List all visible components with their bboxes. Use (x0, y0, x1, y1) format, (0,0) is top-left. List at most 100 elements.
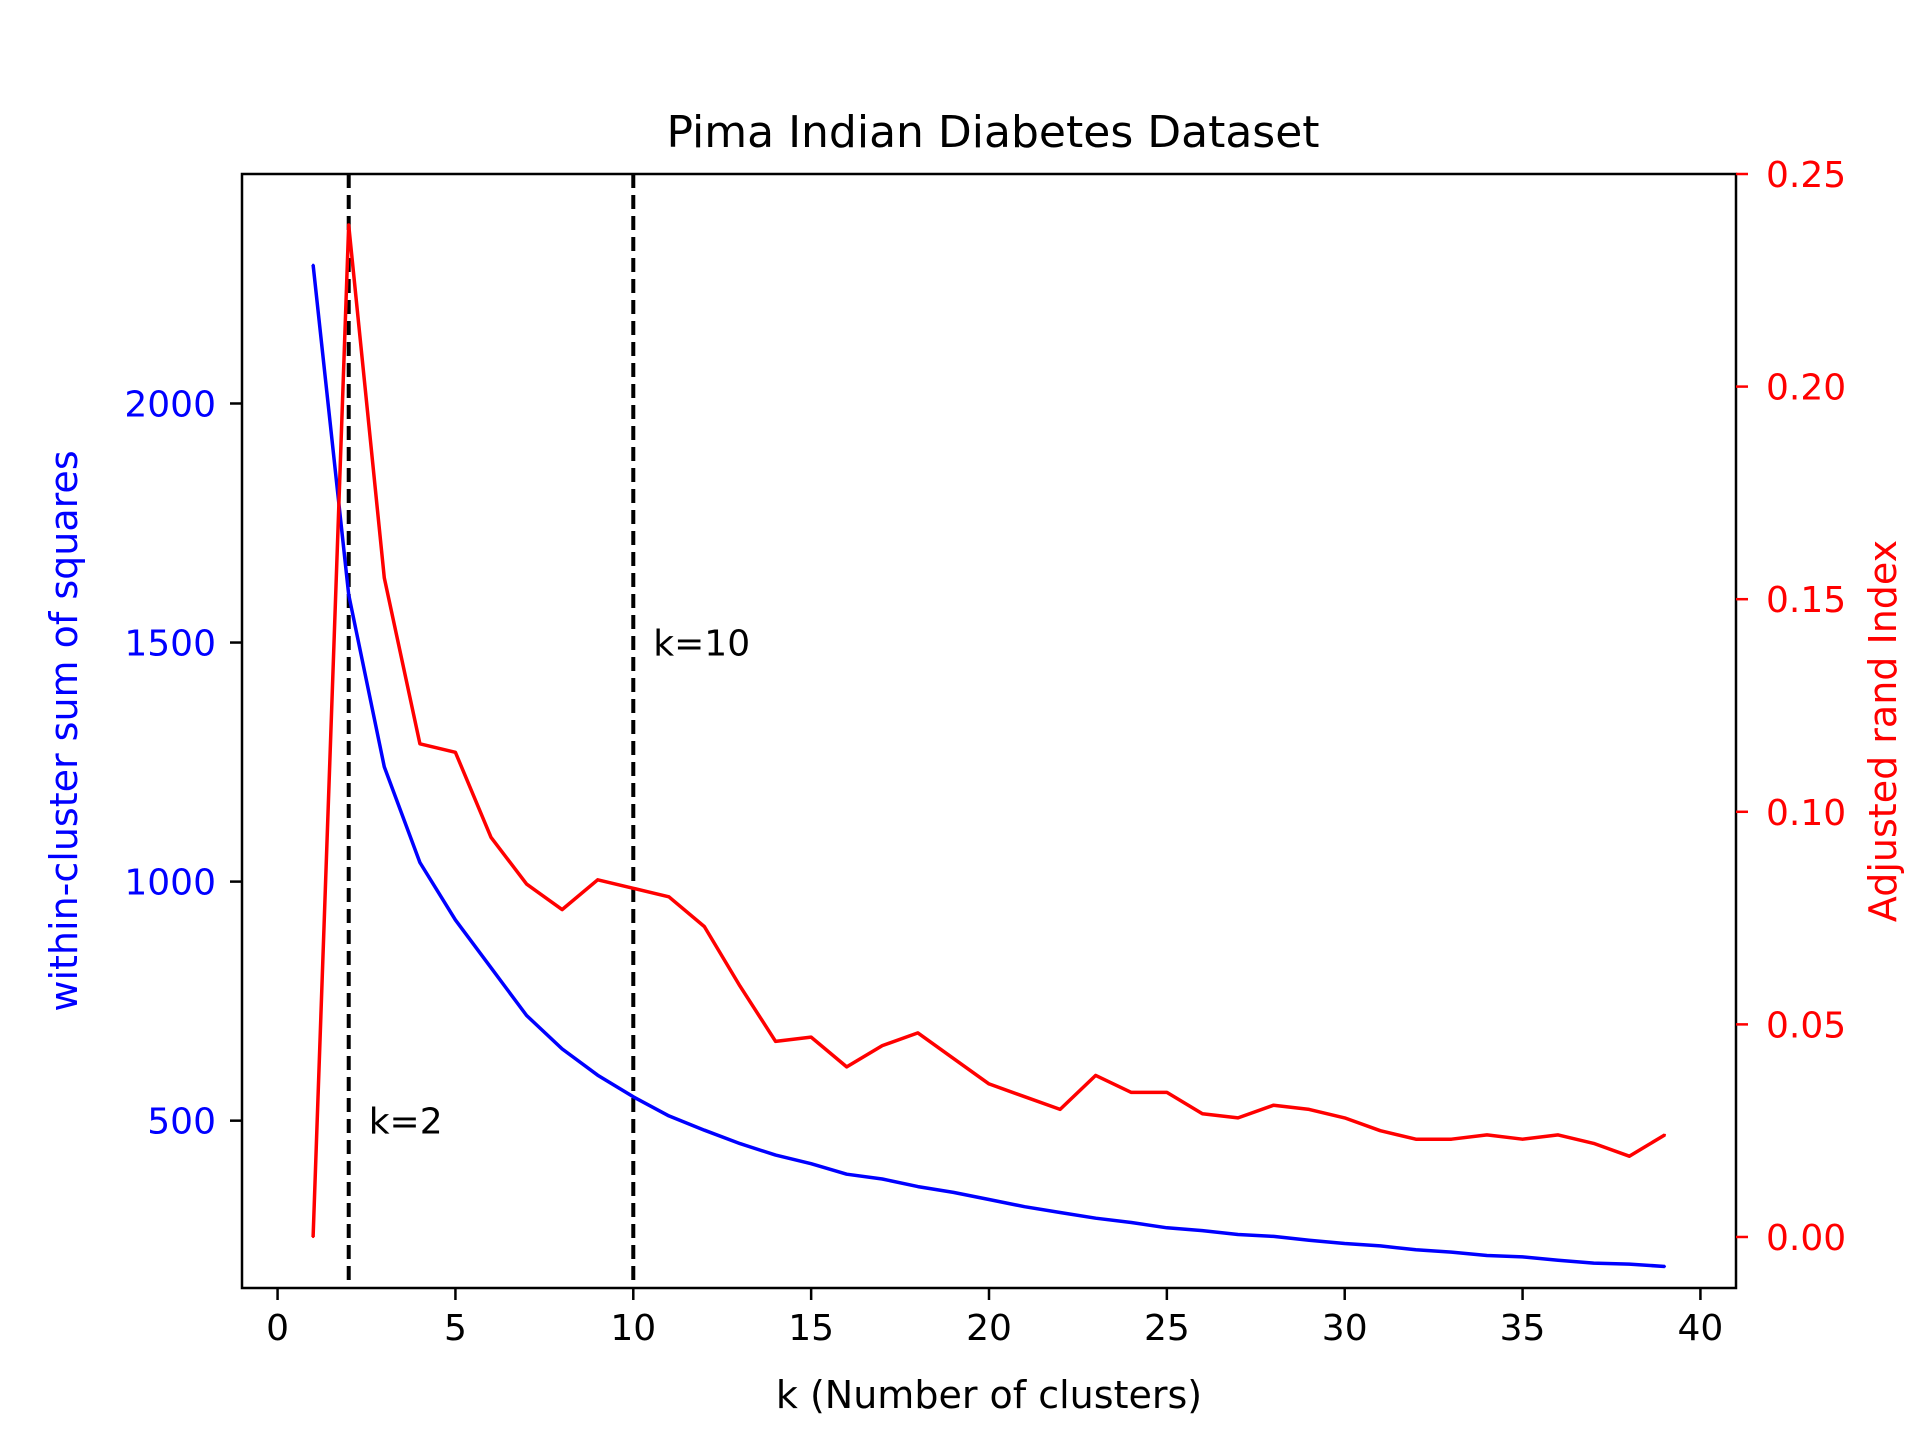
wcss-point-k1 (311, 263, 315, 267)
ari-point-k39 (1663, 1133, 1667, 1137)
ari-point-k4 (418, 742, 422, 745)
wcss-point-k5 (454, 918, 457, 922)
wcss-point-k31 (1379, 1244, 1382, 1248)
wcss-point-k37 (1592, 1261, 1595, 1265)
y-right-tick-label-4: 0.20 (1766, 368, 1846, 409)
ari-point-k14 (774, 1040, 777, 1043)
plot-area: k=2 k=10 (311, 174, 1667, 1288)
x-axis: 0 5 10 15 20 25 30 35 40 (266, 1288, 1723, 1349)
y-left-tick-label-1500: 1500 (124, 624, 216, 665)
wcss-point-k8 (560, 1047, 564, 1051)
wcss-point-k15 (809, 1162, 813, 1165)
wcss-point-k14 (774, 1153, 777, 1157)
x-tick-label-35: 35 (1500, 1308, 1546, 1349)
wcss-point-k20 (987, 1198, 991, 1201)
ari-point-k38 (1628, 1154, 1631, 1158)
wcss-point-k19 (952, 1191, 955, 1194)
ari-point-k31 (1379, 1129, 1382, 1132)
wcss-point-k38 (1628, 1262, 1631, 1266)
wcss-point-k25 (1165, 1226, 1169, 1229)
y-left-tick-label-1000: 1000 (124, 863, 216, 904)
wcss-point-k7 (525, 1014, 528, 1017)
wcss-point-k16 (845, 1173, 848, 1176)
ari-point-k19 (952, 1057, 955, 1060)
y-right-tick-label-5: 0.25 (1766, 155, 1846, 196)
wcss-point-k13 (738, 1142, 742, 1145)
wcss-point-k24 (1130, 1221, 1133, 1224)
ari-point-k32 (1414, 1137, 1418, 1141)
ari-point-k17 (881, 1044, 884, 1047)
y-axis-left-label: within-cluster sum of squares (42, 450, 86, 1011)
x-tick-label-0: 0 (266, 1308, 289, 1349)
wcss-point-k39 (1663, 1265, 1667, 1268)
ari-point-k3 (383, 576, 386, 580)
wcss-point-k10 (632, 1095, 635, 1098)
ari-point-k8 (560, 908, 564, 911)
wcss-point-k34 (1485, 1254, 1489, 1257)
wcss-point-k9 (596, 1074, 599, 1077)
wcss-point-k30 (1343, 1242, 1346, 1245)
ari-point-k36 (1556, 1133, 1560, 1137)
ari-point-k30 (1343, 1116, 1346, 1120)
y-axis-right-label: Adjusted rand Index (1861, 540, 1905, 922)
wcss-point-k28 (1272, 1235, 1275, 1238)
y-left-tick-label-2000: 2000 (124, 384, 216, 425)
x-tick-label-15: 15 (788, 1308, 834, 1349)
chart-title: Pima Indian Diabetes Dataset (666, 107, 1319, 158)
ari-point-k34 (1485, 1133, 1489, 1137)
ari-point-k21 (1023, 1095, 1026, 1098)
wcss-point-k33 (1450, 1250, 1453, 1254)
ari-point-k9 (596, 878, 599, 882)
wcss-point-k27 (1236, 1233, 1240, 1236)
ari-point-k12 (703, 925, 706, 928)
wcss-point-k23 (1094, 1216, 1097, 1220)
ari-point-k16 (845, 1065, 848, 1069)
reference-label-k10: k=10 (653, 624, 750, 665)
ari-point-k29 (1307, 1108, 1311, 1111)
ari-point-k28 (1272, 1103, 1275, 1107)
wcss-point-k12 (703, 1129, 706, 1132)
ari-point-k23 (1094, 1074, 1097, 1077)
wcss-point-k36 (1556, 1259, 1560, 1262)
ari-point-k5 (454, 751, 457, 754)
y-right-tick-label-2: 0.10 (1766, 793, 1846, 834)
wcss-point-k32 (1414, 1248, 1418, 1251)
ari-point-k35 (1521, 1137, 1524, 1141)
reference-label-k2: k=2 (369, 1102, 443, 1143)
wcss-point-k6 (489, 966, 493, 969)
wcss-point-k18 (916, 1185, 920, 1188)
wcss-point-k4 (418, 861, 422, 864)
ari-point-k11 (667, 895, 671, 899)
wcss-point-k26 (1201, 1229, 1204, 1232)
wcss-point-k35 (1521, 1255, 1524, 1259)
ari-point-k25 (1165, 1091, 1169, 1094)
wcss-point-k21 (1023, 1205, 1026, 1208)
ari-point-k20 (987, 1082, 991, 1086)
ari-point-k6 (489, 836, 493, 839)
ari-point-k27 (1236, 1116, 1240, 1120)
x-tick-label-10: 10 (610, 1308, 656, 1349)
ari-point-k22 (1058, 1108, 1062, 1111)
ari-point-k2 (347, 223, 350, 227)
y-axis-left: 500 1000 1500 2000 (124, 384, 242, 1143)
ari-point-k7 (525, 882, 528, 886)
x-tick-label-20: 20 (966, 1308, 1012, 1349)
ari-point-k18 (916, 1031, 920, 1035)
y-right-tick-label-0: 0.00 (1766, 1218, 1846, 1259)
wcss-point-k22 (1058, 1211, 1062, 1214)
wcss-point-k2 (347, 593, 350, 596)
wcss-point-k17 (881, 1177, 884, 1181)
wcss-point-k11 (667, 1114, 671, 1118)
y-axis-right: 0.00 0.05 0.10 0.15 0.20 0.25 (1736, 155, 1846, 1259)
x-tick-label-30: 30 (1322, 1308, 1368, 1349)
ari-point-k24 (1130, 1091, 1133, 1094)
ari-point-k37 (1592, 1142, 1595, 1145)
x-tick-label-5: 5 (444, 1308, 467, 1349)
ari-point-k26 (1201, 1112, 1204, 1115)
y-right-tick-label-1: 0.05 (1766, 1005, 1846, 1046)
y-right-tick-label-3: 0.15 (1766, 580, 1846, 621)
ari-point-k13 (738, 984, 742, 988)
